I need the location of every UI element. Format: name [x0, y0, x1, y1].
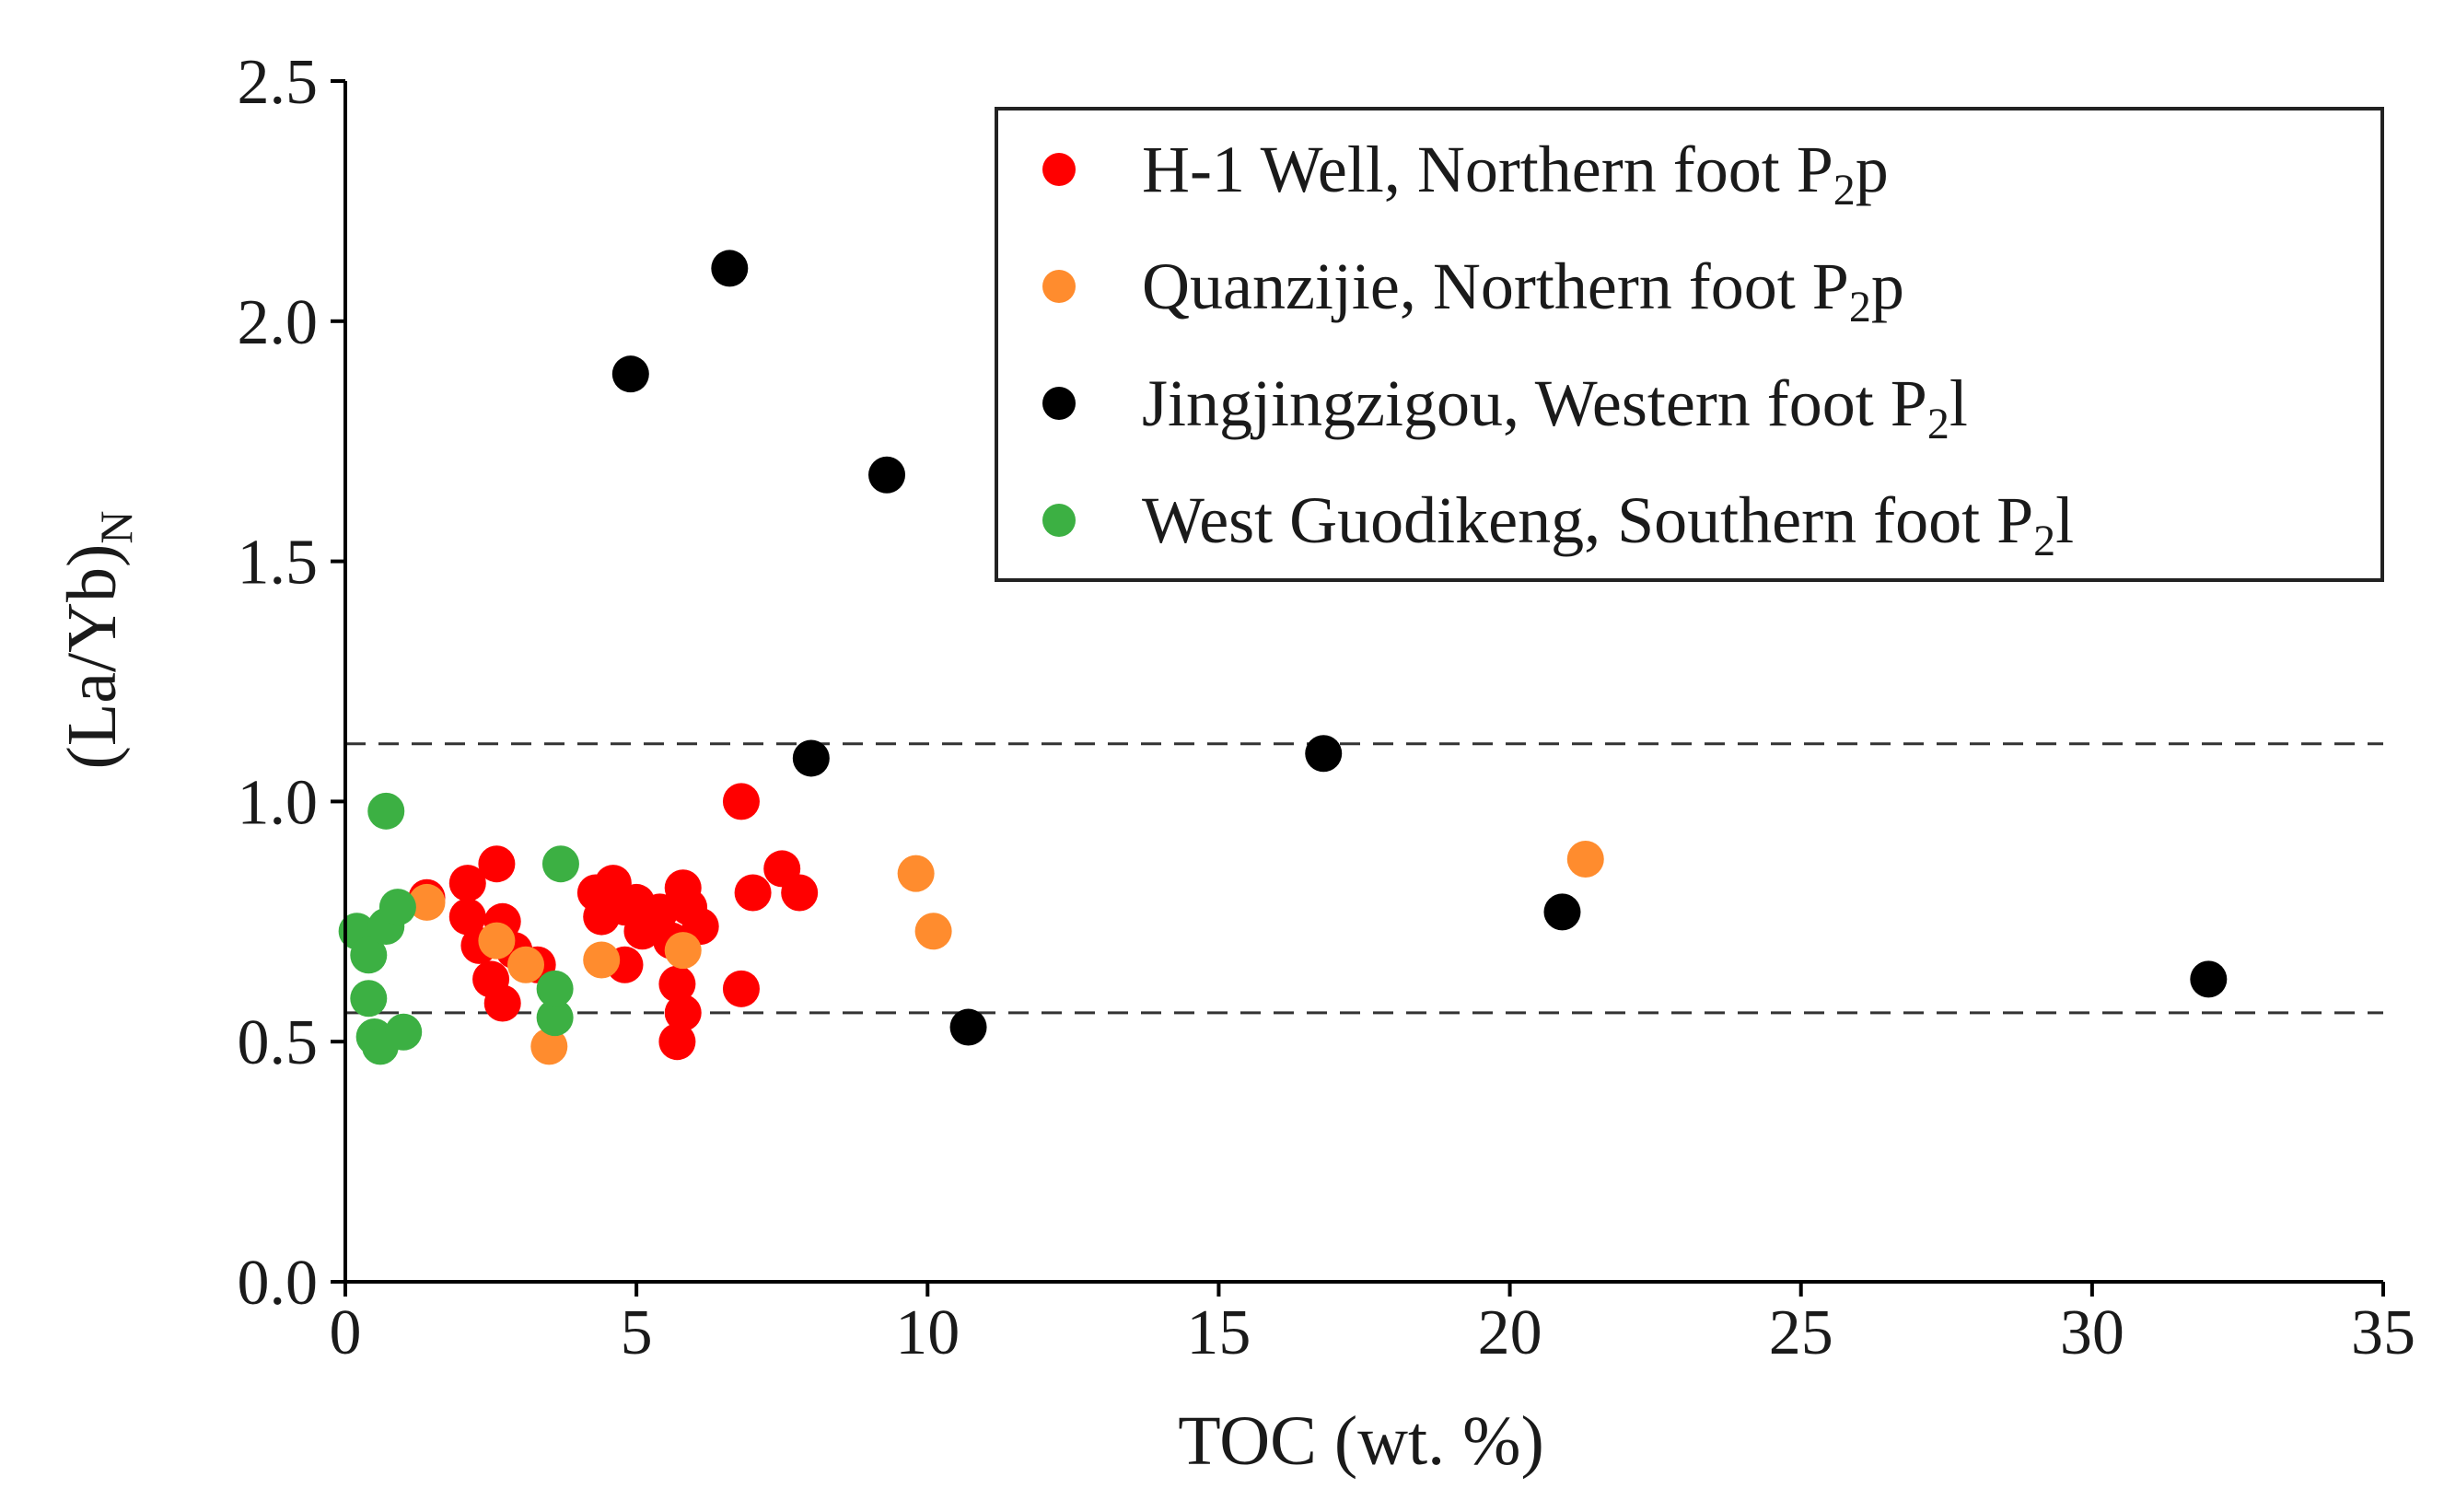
data-point [350, 980, 388, 1018]
legend-label-main: West Guodikeng, Southern foot P [1142, 483, 2033, 557]
data-point [1305, 735, 1343, 773]
legend-label-subscript: 2 [1833, 166, 1856, 215]
x-tick-label: 25 [1769, 1297, 1833, 1368]
legend-marker [1042, 153, 1076, 186]
data-point [611, 355, 649, 393]
data-point [641, 893, 679, 931]
legend-label-subscript: 2 [1927, 400, 1949, 448]
data-point [664, 932, 702, 970]
legend-label-tail: l [1949, 366, 1968, 440]
y-axis-title-subscript: N [90, 511, 142, 544]
data-point [367, 792, 405, 830]
legend-label-tail: l [2055, 483, 2074, 557]
data-point [478, 922, 516, 960]
data-points [338, 250, 2228, 1065]
x-axis-title: TOC (wt. %) [1178, 1402, 1544, 1480]
data-point [536, 970, 574, 1007]
data-point [350, 936, 388, 974]
x-tick-label: 15 [1186, 1297, 1251, 1368]
data-point [448, 865, 486, 902]
y-tick-label: 0.5 [238, 1007, 319, 1078]
data-point [536, 999, 574, 1037]
x-tick-label: 30 [2060, 1297, 2124, 1368]
x-tick-label: 10 [895, 1297, 960, 1368]
data-point [541, 845, 579, 883]
y-tick-label: 0.0 [238, 1248, 319, 1319]
data-point [583, 941, 621, 979]
reference-lines [345, 742, 2383, 1015]
data-point [658, 965, 696, 1003]
legend-label: H-1 Well, Northern foot P2p [1142, 133, 1889, 215]
axes [331, 79, 2385, 1297]
data-point [507, 946, 545, 983]
data-point [868, 456, 906, 494]
y-axis-title-main: (La/Yb) [53, 544, 131, 770]
data-point [949, 1008, 987, 1046]
data-point [792, 739, 830, 777]
x-tick-label: 5 [621, 1297, 653, 1368]
y-axis-title: (La/Yb)N [53, 511, 142, 770]
legend-label: West Guodikeng, Southern foot P2l [1142, 483, 2074, 565]
data-point [378, 889, 416, 926]
data-point [483, 984, 521, 1022]
legend-label-tail: p [1856, 133, 1889, 206]
y-tick-label: 2.5 [238, 47, 319, 118]
x-tick-label: 35 [2351, 1297, 2415, 1368]
tick-labels: 0 5 10 15 20 25 30 35 0.0 0.5 1.0 1.5 2.0 2.5 [238, 47, 2416, 1368]
y-tick-label: 2.0 [238, 287, 319, 358]
data-point [385, 1013, 423, 1051]
data-point [658, 1023, 696, 1061]
data-point [448, 898, 486, 936]
legend-label: Jingjingzigou, Western foot P2l [1142, 366, 1968, 448]
x-tick-label: 0 [330, 1297, 362, 1368]
legend-label-main: Jingjingzigou, Western foot P [1142, 366, 1927, 440]
legend-label-subscript: 2 [2033, 517, 2055, 565]
legend-label-main: Quanzijie, Northern foot P [1142, 250, 1849, 323]
legend-marker [1042, 504, 1076, 537]
legend-label-tail: p [1871, 250, 1904, 323]
legend-box [995, 107, 2384, 582]
legend-label-main: H-1 Well, Northern foot P [1142, 133, 1833, 206]
data-point [722, 970, 760, 1007]
data-point [781, 874, 819, 912]
legend-marker [1042, 270, 1076, 303]
y-tick-label: 1.5 [238, 528, 319, 599]
data-point [664, 994, 702, 1031]
data-point [408, 883, 446, 921]
data-point [478, 845, 516, 883]
x-tick-label: 20 [1478, 1297, 1542, 1368]
data-point [734, 874, 772, 912]
data-point [530, 1028, 568, 1065]
legend-label-subscript: 2 [1849, 283, 1871, 331]
y-tick-label: 1.0 [238, 767, 319, 838]
legend-label: Quanzijie, Northern foot P2p [1142, 250, 1904, 331]
data-point [711, 250, 749, 287]
data-point [914, 913, 952, 950]
legend-marker [1042, 387, 1076, 420]
data-point [722, 783, 760, 820]
data-point [1543, 893, 1581, 931]
data-point [2190, 960, 2228, 998]
data-point [1566, 840, 1604, 878]
data-point [897, 855, 935, 892]
